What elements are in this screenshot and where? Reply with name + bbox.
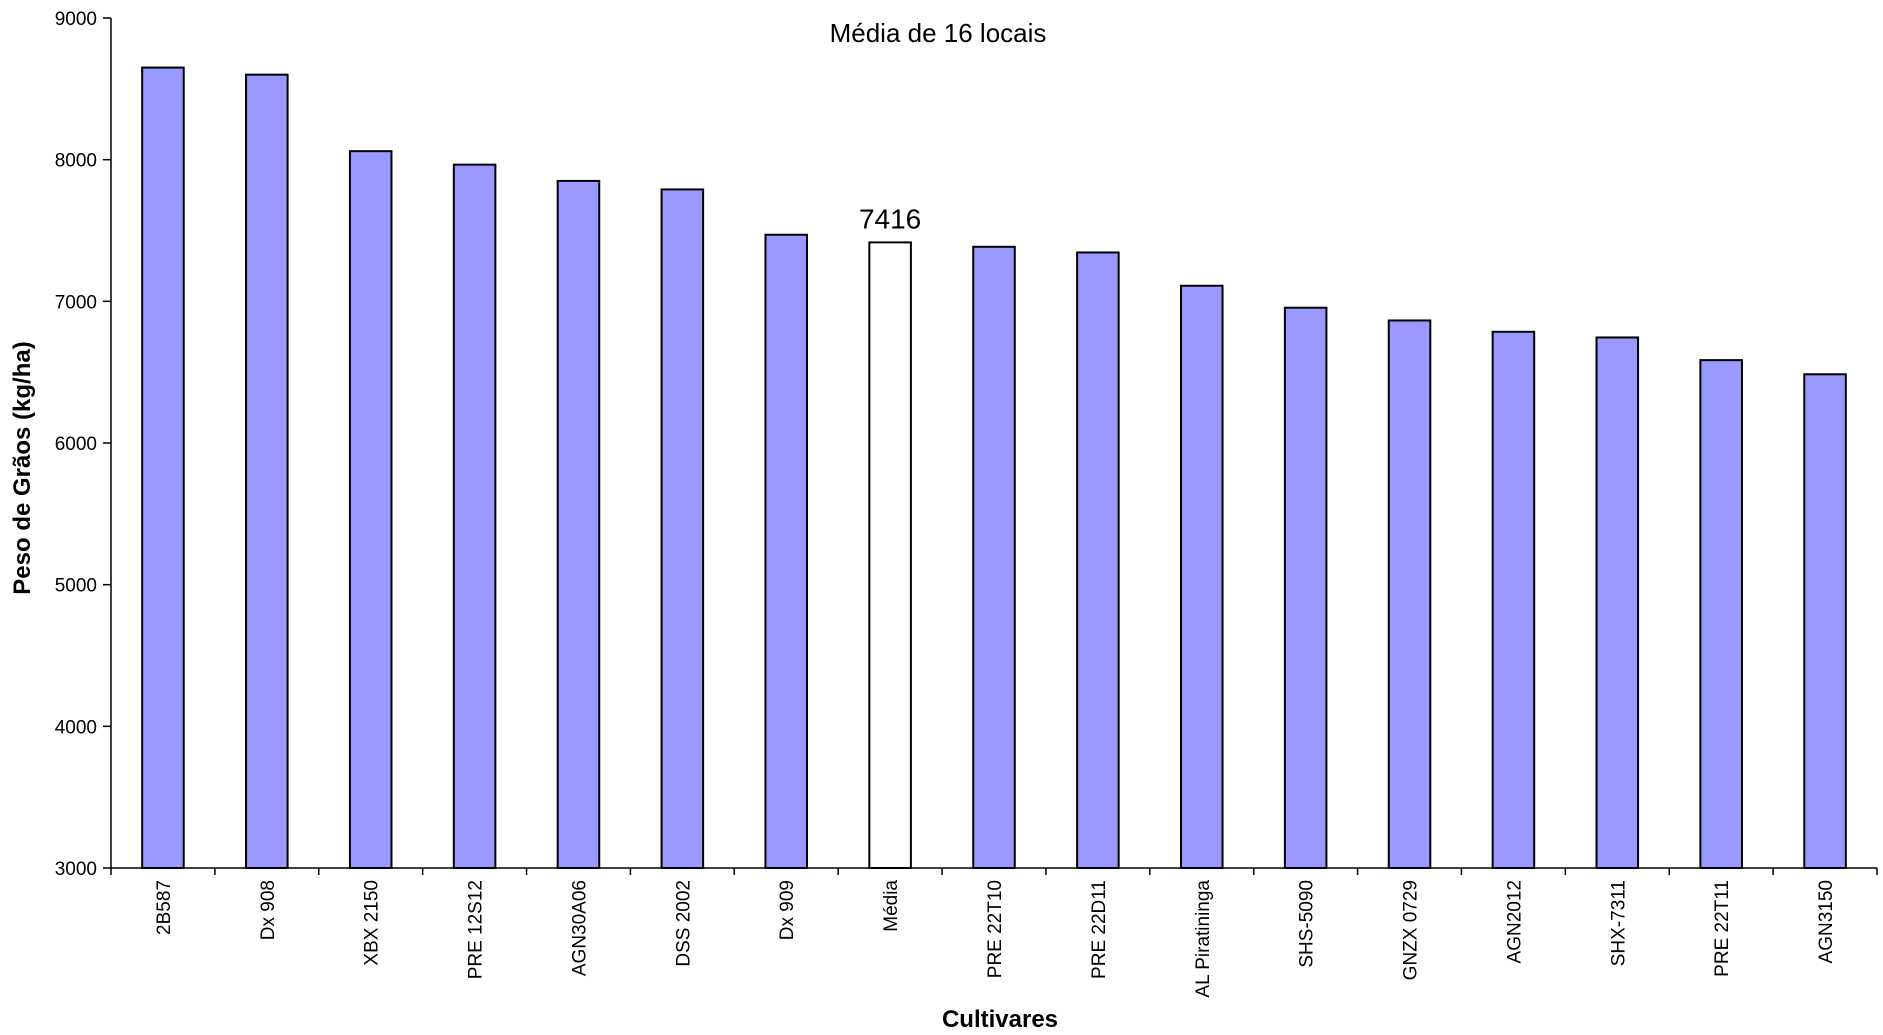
bar-agn3150 bbox=[1803, 373, 1847, 869]
x-tick-label: 2B587 bbox=[154, 880, 175, 935]
bar-agn2012 bbox=[1491, 330, 1536, 870]
y-tick-label: 3000 bbox=[55, 859, 97, 880]
bar-pre-22t11 bbox=[1699, 359, 1743, 870]
x-tick-label: Dx 909 bbox=[777, 880, 798, 940]
x-tick-label: PRE 22T10 bbox=[985, 880, 1006, 978]
x-tick-label: AGN3150 bbox=[1816, 880, 1837, 963]
bar-pre-12s12 bbox=[452, 163, 497, 870]
y-tick-label: 7000 bbox=[55, 292, 97, 313]
x-tick-label: XBX 2150 bbox=[362, 880, 383, 966]
y-tick-label: 4000 bbox=[55, 717, 97, 738]
bar-agn30a06 bbox=[556, 179, 601, 870]
x-tick-label: AGN2012 bbox=[1504, 880, 1525, 963]
bar-2b587 bbox=[141, 66, 185, 869]
bar-xbx-2150 bbox=[348, 150, 393, 870]
chart-title: Média de 16 locais bbox=[830, 18, 1047, 48]
x-tick-label: GNZX 0729 bbox=[1401, 880, 1422, 980]
bars-layer bbox=[141, 66, 1847, 870]
bar-gnzx-0729 bbox=[1387, 319, 1432, 869]
x-tick-label: SHX-7311 bbox=[1608, 880, 1629, 966]
x-tick-label: Média bbox=[881, 880, 902, 932]
data-label: 7416 bbox=[859, 203, 921, 234]
y-axis-title: Peso de Grãos (kg/ha) bbox=[9, 341, 36, 594]
x-tick-label: SHS-5090 bbox=[1297, 880, 1318, 968]
bar-shx-7311 bbox=[1595, 336, 1640, 869]
x-tick-label: Dx 908 bbox=[258, 880, 279, 940]
labels-layer: 2B587 Dx 908 XBX 2150 PRE 12S12 AGN30A06 DSS … bbox=[55, 9, 1837, 998]
y-tick-label: 8000 bbox=[55, 151, 97, 172]
x-tick-label: AL Piratininga bbox=[1193, 880, 1214, 998]
bar-dx-909 bbox=[764, 233, 809, 869]
bar-dss-2002 bbox=[660, 188, 705, 870]
bar-pre-22d11 bbox=[1076, 251, 1120, 869]
bar-pre-22t10 bbox=[972, 245, 1016, 870]
x-tick-label: AGN30A06 bbox=[569, 880, 590, 976]
x-tick-label: PRE 22T11 bbox=[1712, 880, 1733, 977]
x-tick-label: PRE 12S12 bbox=[466, 880, 487, 979]
x-tick-label: DSS 2002 bbox=[673, 880, 694, 967]
bar-m-dia bbox=[868, 241, 912, 869]
bar-shs-5090 bbox=[1283, 306, 1328, 869]
bar-dx-908 bbox=[245, 73, 289, 870]
axes-layer bbox=[103, 17, 1878, 875]
y-tick-label: 5000 bbox=[55, 576, 97, 597]
y-tick-label: 6000 bbox=[55, 434, 97, 455]
bar-al-piratininga bbox=[1179, 284, 1224, 869]
x-tick-label: PRE 22D11 bbox=[1089, 880, 1110, 979]
x-axis-title: Cultivares bbox=[942, 1006, 1058, 1033]
y-tick-label: 9000 bbox=[55, 9, 97, 30]
